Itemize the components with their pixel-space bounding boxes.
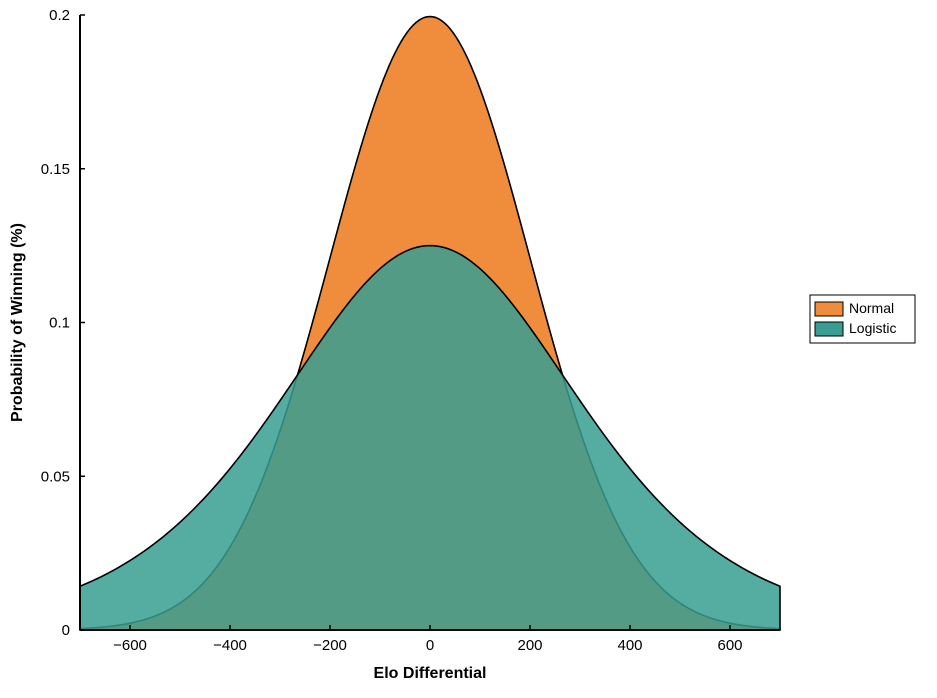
legend: Normal Logistic [810,295,915,343]
y-tick-label: 0.15 [41,161,70,178]
legend-label-normal: Normal [849,300,894,316]
x-tick-label: 600 [717,637,742,654]
x-tick-label: −200 [313,637,347,654]
x-axis-label: Elo Differential [374,665,487,682]
x-tick-label: 0 [426,637,434,654]
y-tick-label: 0.2 [49,7,70,24]
x-tick-label: 200 [517,637,542,654]
x-tick-label: −600 [113,637,147,654]
chart-container: −600 −400 −200 0 200 400 600 0 0.05 0.1 0.15 0.2 Elo… [0,0,937,698]
y-axis-label: Probability of Winning (%) [9,223,26,422]
y-tick-label: 0.05 [41,468,70,485]
y-tick-label: 0.1 [49,315,70,332]
legend-swatch-logistic [815,322,843,336]
y-tick-label: 0 [62,622,70,639]
legend-label-logistic: Logistic [849,320,896,336]
x-tick-label: −400 [213,637,247,654]
chart-svg: −600 −400 −200 0 200 400 600 0 0.05 0.1 0.15 0.2 Elo… [0,0,937,698]
x-tick-label: 400 [617,637,642,654]
legend-swatch-normal [815,302,843,316]
